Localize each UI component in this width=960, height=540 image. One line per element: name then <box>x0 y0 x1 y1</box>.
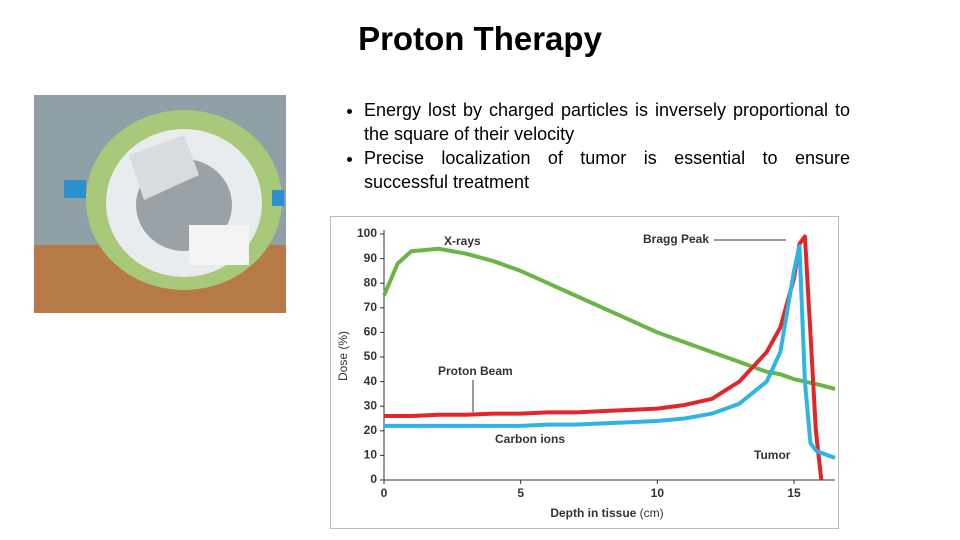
bullet-list: Energy lost by charged particles is inve… <box>340 98 850 194</box>
x-tick-label: 10 <box>651 486 665 500</box>
y-tick-label: 50 <box>364 349 378 363</box>
x-tick-label: 15 <box>787 486 801 500</box>
photo <box>34 95 286 313</box>
x-tick-label: 5 <box>517 486 524 500</box>
annotation: Tumor <box>754 448 791 462</box>
y-tick-label: 10 <box>364 448 378 462</box>
y-tick-label: 100 <box>357 226 377 240</box>
x-tick-label: 0 <box>381 486 388 500</box>
series-line <box>384 244 836 460</box>
y-tick-label: 30 <box>364 398 378 412</box>
x-axis-unit: (cm) <box>640 506 664 520</box>
series-label: Carbon ions <box>495 432 565 446</box>
y-tick-label: 40 <box>364 374 378 388</box>
x-axis-title: Depth in tissue <box>550 506 636 520</box>
y-tick-label: 0 <box>370 472 377 486</box>
chart: Depth in tissue (cm) Dose (%) Bragg Peak… <box>330 216 839 529</box>
nozzle <box>129 135 199 200</box>
y-tick-label: 70 <box>364 300 378 314</box>
bullet: Energy lost by charged particles is inve… <box>364 98 850 146</box>
annotation: Bragg Peak <box>643 232 709 246</box>
series-line <box>384 234 824 481</box>
chart-frame <box>330 216 839 529</box>
y-tick-label: 20 <box>364 423 378 437</box>
screen <box>64 180 86 198</box>
y-tick-label: 90 <box>364 251 378 265</box>
x-axis-label: Depth in tissue (cm) <box>550 506 663 520</box>
series-label: X-rays <box>444 234 481 248</box>
screen <box>272 190 284 206</box>
slide-title: Proton Therapy <box>358 20 602 57</box>
bullet: Precise localization of tumor is essenti… <box>364 146 850 194</box>
y-tick-label: 80 <box>364 275 378 289</box>
series-label: Proton Beam <box>438 364 513 378</box>
couch <box>189 225 249 265</box>
y-axis-label: Dose (%) <box>336 331 350 381</box>
y-tick-label: 60 <box>364 325 378 339</box>
